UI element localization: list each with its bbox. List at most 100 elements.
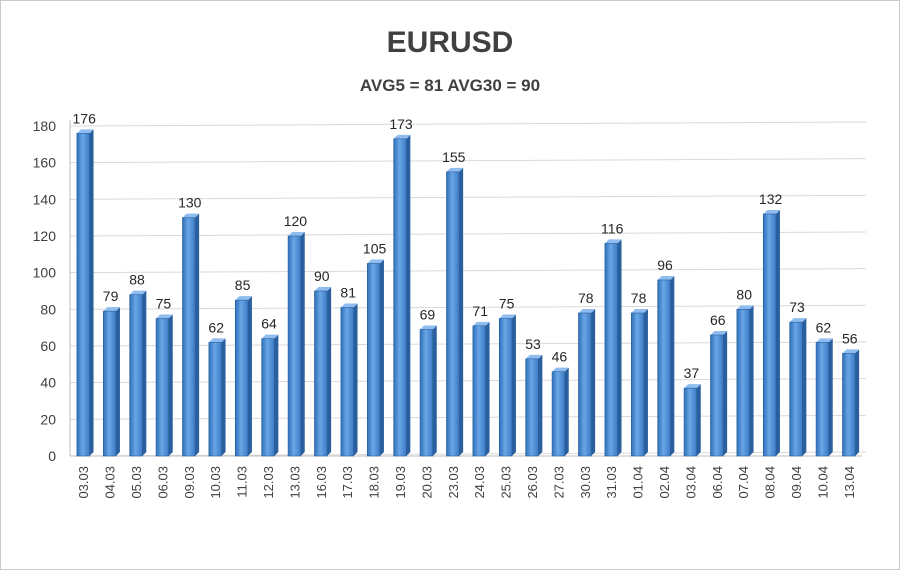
data-label: 96 [657,257,673,273]
bar-front [366,263,381,457]
bar-front [498,318,513,457]
x-tick-label: 04.03 [103,466,118,499]
data-labels: 176 79 88 75 130 62 85 64 120 90 81 105 173 69 155 71 75… [73,110,858,381]
data-label: 73 [789,299,805,315]
data-label: 53 [525,336,541,352]
bar-front [208,342,222,457]
data-label: 75 [499,296,515,312]
data-label: 78 [631,290,647,306]
bar-top [552,367,569,372]
gridline [69,194,867,200]
x-tick-label: 26.03 [525,466,540,499]
bar [261,334,279,457]
bar-front [393,138,407,457]
bar [446,167,464,457]
bars [76,129,860,457]
bar-front [604,243,618,457]
bar-top [314,287,332,291]
x-tick-label: 13.04 [842,466,857,499]
bar-side [406,134,411,457]
x-tick-label: 11.03 [235,466,250,498]
y-tick-label: 120 [33,228,57,244]
data-label: 75 [156,296,172,312]
gridline [69,121,867,127]
bar [842,349,860,457]
bar [683,384,701,457]
x-tick-label: 08.04 [763,466,778,499]
x-tick-label: 12.03 [261,466,276,499]
bar-side [300,232,305,456]
bar-front [736,309,750,457]
y-tick-label: 20 [40,411,56,427]
x-tick-label: 23.03 [446,466,461,499]
bar-front [842,353,856,457]
bar-front [551,371,566,457]
bar-front [789,321,803,457]
data-label: 116 [601,220,624,236]
x-tick-label: 27.03 [551,466,566,499]
bar [578,309,596,457]
bar-front [102,310,117,457]
x-tick-label: 05.03 [129,466,144,499]
bar-front [261,338,275,457]
gridline [69,158,867,164]
data-label: 79 [103,288,119,304]
data-label: 173 [389,116,413,132]
bar-side [115,307,120,456]
bar-side [564,367,569,456]
bar-top [103,307,120,312]
x-tick-label: 31.03 [604,466,619,499]
data-label: 105 [363,241,387,257]
bar-top [472,321,490,326]
bar-front [762,213,777,457]
y-tick-label: 180 [33,118,57,134]
data-label: 69 [420,307,436,323]
bar-front [578,312,592,457]
bar-top [129,290,147,295]
bar-top [736,305,754,310]
x-tick-label: 20.03 [419,466,434,499]
bar-side [749,305,754,456]
bar-side [670,276,675,456]
bar [76,129,94,457]
bar-front [234,299,249,457]
gridline [69,414,867,420]
data-label: 78 [578,290,594,306]
data-label: 46 [552,349,568,365]
data-label: 85 [235,277,251,293]
gridline [69,304,867,310]
bar [234,296,252,457]
bar [736,305,754,457]
bar [155,314,173,457]
gridline [69,451,867,457]
data-label: 81 [340,285,356,301]
bar-top [446,167,464,172]
bar-side [591,309,596,456]
bar [789,318,807,457]
chart-title: EURUSD [386,26,514,59]
x-tick-label: 25.03 [499,466,514,499]
bar-top [816,338,833,343]
bar-top [525,354,543,359]
data-label: 176 [73,110,97,126]
bar [472,321,490,457]
bar [762,210,780,457]
x-tick-label: 30.03 [578,466,593,499]
bar-front [419,329,434,457]
x-tick-label: 10.04 [815,466,830,499]
x-tick-label: 24.03 [472,466,487,499]
bar-side [168,314,173,456]
x-tick-label: 09.03 [182,466,197,499]
bar [551,367,569,457]
bar-top [367,259,384,264]
x-tick-label: 03.04 [683,466,698,499]
bar-top [604,239,622,244]
bar-front [630,312,645,457]
bar-side [247,296,252,456]
data-label: 88 [129,272,145,288]
bar-front [446,171,460,457]
gridline [69,378,867,384]
y-tick-label: 140 [33,191,57,207]
bar [525,354,543,457]
